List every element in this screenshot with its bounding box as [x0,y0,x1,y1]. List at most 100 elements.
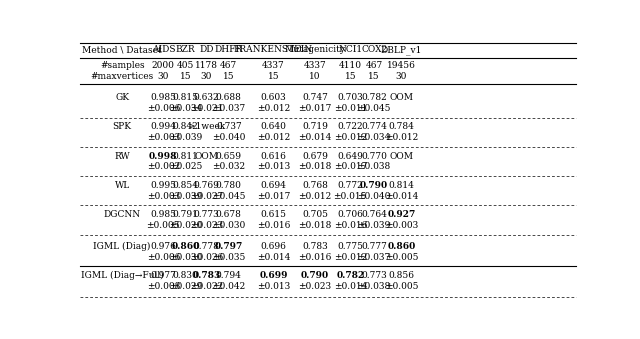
Text: ±0.017: ±0.017 [333,162,367,172]
Text: ±0.034: ±0.034 [358,133,391,142]
Text: ±0.003: ±0.003 [385,221,418,230]
Text: 15: 15 [368,72,380,81]
Text: ±0.003: ±0.003 [147,133,180,142]
Text: 0.703: 0.703 [337,93,363,102]
Text: ±0.037: ±0.037 [358,253,391,262]
Text: ±0.012: ±0.012 [333,133,367,142]
Text: ±0.012: ±0.012 [257,133,290,142]
Text: #maxvertices: #maxvertices [90,72,154,81]
Text: ±0.039: ±0.039 [169,192,202,201]
Text: ±0.014: ±0.014 [333,282,367,291]
Text: OOM: OOM [389,93,413,102]
Text: OOM: OOM [389,152,413,161]
Text: 467: 467 [365,61,383,70]
Text: >1week: >1week [188,122,225,132]
Text: ±0.039: ±0.039 [358,221,391,230]
Text: ±0.017: ±0.017 [257,192,290,201]
Text: 0.769: 0.769 [193,181,220,190]
Text: 0.778: 0.778 [193,242,220,251]
Text: ±0.032: ±0.032 [212,162,245,172]
Text: 0.774: 0.774 [361,122,387,132]
Text: 4337: 4337 [304,61,326,70]
Text: 0.815: 0.815 [173,93,198,102]
Text: 405: 405 [177,61,195,70]
Text: COX2: COX2 [361,45,387,55]
Text: ±0.034: ±0.034 [169,104,202,113]
Text: 0.747: 0.747 [302,93,328,102]
Text: 0.764: 0.764 [361,210,387,219]
Text: ±0.018: ±0.018 [298,162,332,172]
Text: 0.830: 0.830 [173,271,198,280]
Text: ±0.008: ±0.008 [147,282,180,291]
Text: 0.977: 0.977 [150,271,176,280]
Text: 0.679: 0.679 [302,152,328,161]
Text: ±0.045: ±0.045 [357,104,391,113]
Text: 467: 467 [220,61,237,70]
Text: 0.780: 0.780 [216,181,242,190]
Text: 0.985: 0.985 [150,93,177,102]
Text: 4337: 4337 [262,61,285,70]
Text: 0.791: 0.791 [173,210,198,219]
Text: 0.699: 0.699 [259,271,288,280]
Text: WL: WL [115,181,130,190]
Text: ±0.026: ±0.026 [190,253,223,262]
Text: ±0.012: ±0.012 [257,104,290,113]
Text: 15: 15 [223,72,235,81]
Text: RW: RW [115,152,130,161]
Text: ±0.013: ±0.013 [257,162,290,172]
Text: ±0.021: ±0.021 [190,104,223,113]
Text: ±0.038: ±0.038 [358,282,391,291]
Text: ±0.005: ±0.005 [385,282,418,291]
Text: #samples: #samples [100,61,145,70]
Text: ±0.015: ±0.015 [333,192,367,201]
Text: 15: 15 [268,72,279,81]
Text: ±0.014: ±0.014 [257,253,290,262]
Text: 0.784: 0.784 [388,122,414,132]
Text: ±0.030: ±0.030 [169,253,202,262]
Text: 4110: 4110 [339,61,362,70]
Text: 2000: 2000 [152,61,175,70]
Text: 0.856: 0.856 [388,271,415,280]
Text: ±0.023: ±0.023 [298,282,332,291]
Text: 0.678: 0.678 [216,210,242,219]
Text: NCI1: NCI1 [339,45,362,55]
Text: 0.842: 0.842 [173,122,198,132]
Text: 0.854: 0.854 [173,181,198,190]
Text: 30: 30 [157,72,169,81]
Text: 0.783: 0.783 [192,271,221,280]
Text: ±0.006: ±0.006 [147,104,180,113]
Text: IGML (Diag): IGML (Diag) [93,242,151,251]
Text: GK: GK [115,93,129,102]
Text: 0.706: 0.706 [337,210,364,219]
Text: 30: 30 [396,72,407,81]
Text: ±0.040: ±0.040 [212,133,246,142]
Text: ±0.017: ±0.017 [298,104,332,113]
Text: ±0.023: ±0.023 [190,221,223,230]
Text: SPK: SPK [113,122,132,132]
Text: ±0.045: ±0.045 [212,192,246,201]
Text: 0.694: 0.694 [260,181,286,190]
Text: 0.603: 0.603 [260,93,286,102]
Text: 0.719: 0.719 [302,122,328,132]
Text: 0.616: 0.616 [260,152,286,161]
Text: DGCNN: DGCNN [104,210,141,219]
Text: 0.790: 0.790 [301,271,329,280]
Text: ±0.003: ±0.003 [147,192,180,201]
Text: 0.775: 0.775 [337,242,364,251]
Text: 0.649: 0.649 [337,152,364,161]
Text: Method \ Dataset: Method \ Dataset [83,45,162,55]
Text: ±0.016: ±0.016 [257,221,290,230]
Text: ±0.012: ±0.012 [298,192,332,201]
Text: ±0.014: ±0.014 [385,192,418,201]
Text: 0.814: 0.814 [388,181,414,190]
Text: 0.705: 0.705 [302,210,328,219]
Text: IGML (Diag→Full): IGML (Diag→Full) [81,271,163,280]
Text: 0.994: 0.994 [150,122,176,132]
Text: 0.615: 0.615 [260,210,287,219]
Text: FRANKENSTEIN: FRANKENSTEIN [234,45,313,55]
Text: ±0.029: ±0.029 [169,282,202,291]
Text: 0.696: 0.696 [260,242,286,251]
Text: DHFR: DHFR [214,45,243,55]
Text: ±0.016: ±0.016 [298,253,332,262]
Text: 0.797: 0.797 [214,242,243,251]
